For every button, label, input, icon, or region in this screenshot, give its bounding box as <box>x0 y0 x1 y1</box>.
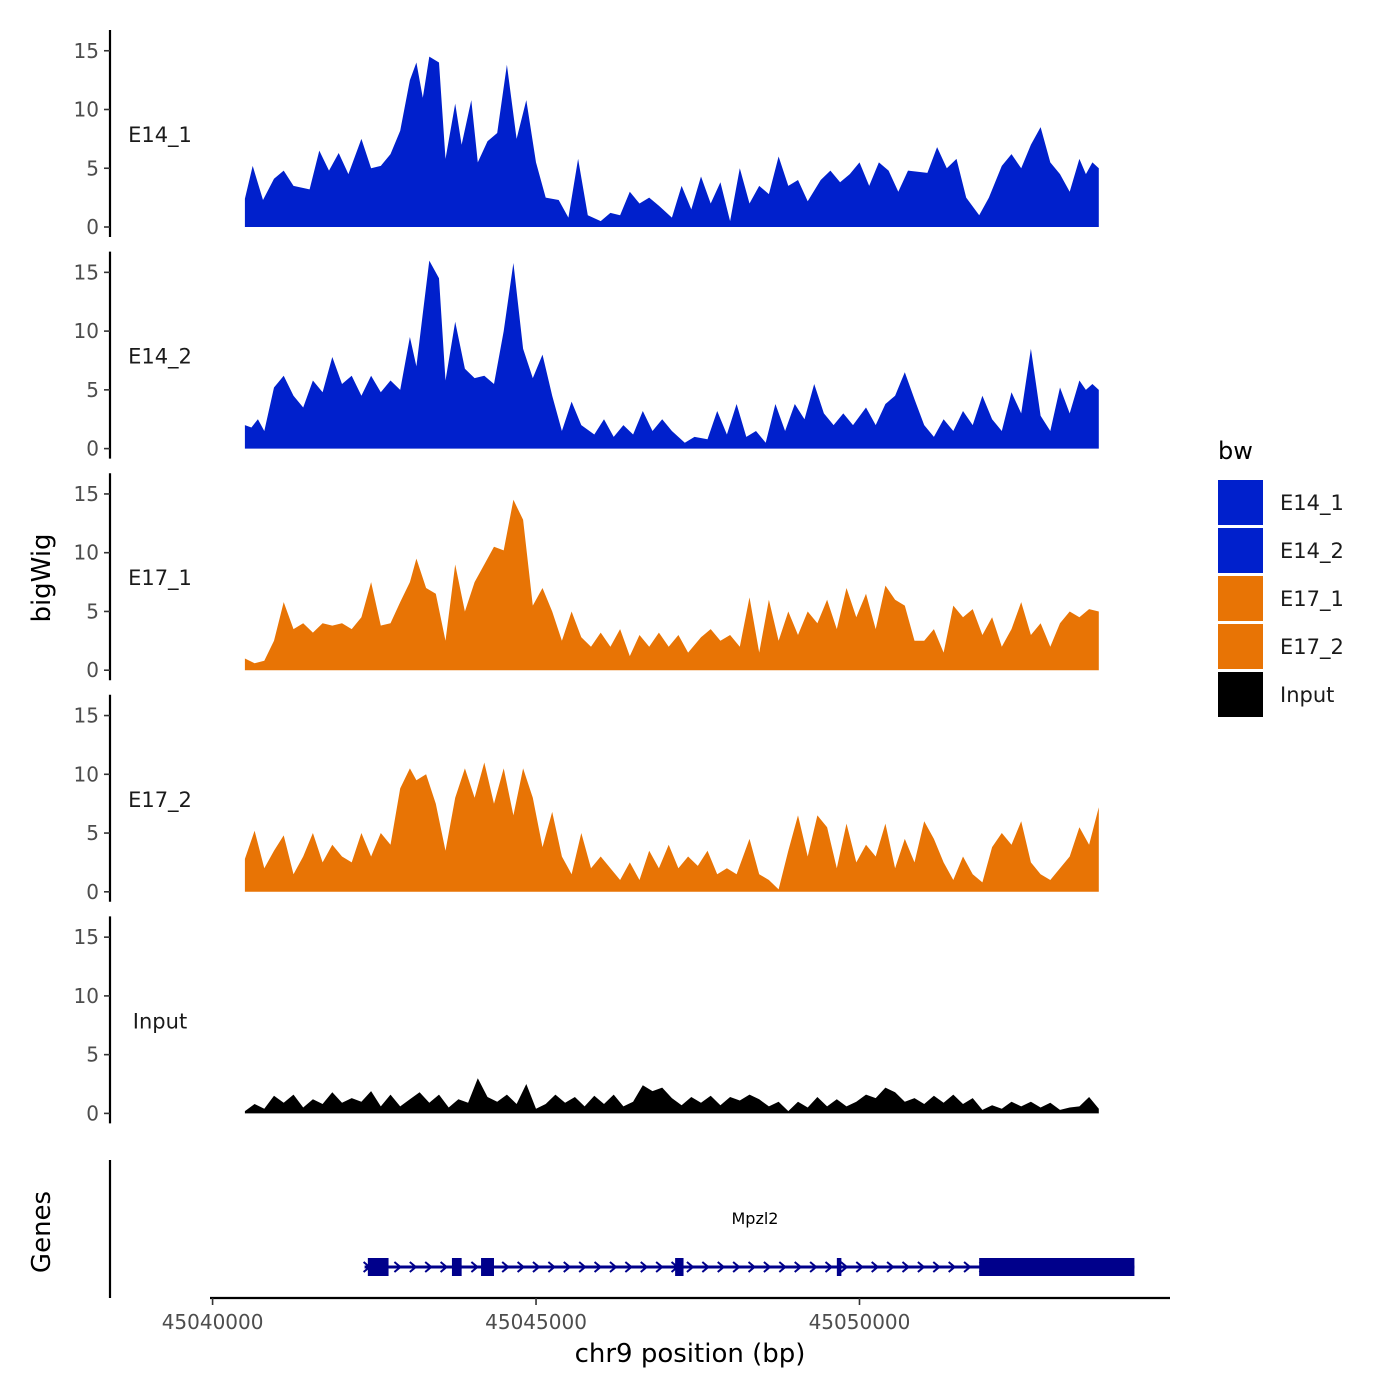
strand-arrow <box>917 1261 926 1273</box>
y-tick-label: 5 <box>86 599 99 623</box>
strand-arrow <box>393 1261 402 1273</box>
y-tick-label: 5 <box>86 378 99 402</box>
y-tick-label: 0 <box>86 215 99 239</box>
y-tick-label: 0 <box>86 880 99 904</box>
y-tick-label: 10 <box>74 98 99 122</box>
gene-exon <box>836 1258 842 1276</box>
area-e14-1 <box>244 56 1099 227</box>
x-axis-title: chr9 position (bp) <box>575 1339 806 1369</box>
tracks-layer: 0 5 10 15 E14_1 0 5 10 15 E14_2 0 5 10 15 E17_1 0 5 10 15 E… <box>74 30 1099 1125</box>
legend-label-e14-1: E14_1 <box>1280 491 1344 516</box>
y-axis-title: bigWig <box>27 533 57 622</box>
strand-arrow <box>871 1261 880 1273</box>
x-axis: 45040000 45045000 45050000 <box>162 1296 1170 1334</box>
y-tick-label: 10 <box>74 541 99 565</box>
strand-arrow <box>547 1261 556 1273</box>
legend-key-e17-1 <box>1218 576 1263 621</box>
strand-arrow <box>763 1261 772 1273</box>
x-tick-label: 45040000 <box>162 1310 264 1334</box>
strand-arrow <box>732 1261 741 1273</box>
genes-axis-title: Genes <box>27 1191 57 1273</box>
strand-arrow <box>778 1261 787 1273</box>
strand-arrow <box>516 1261 526 1273</box>
track-label-e14-2: E14_2 <box>128 345 192 370</box>
strand-arrow <box>563 1261 572 1273</box>
track-label-e17-2: E17_2 <box>128 788 192 813</box>
legend-key-e14-2 <box>1218 528 1263 573</box>
y-tick-label: 15 <box>74 482 99 506</box>
strand-arrow <box>501 1261 510 1273</box>
legend-label-e14-2: E14_2 <box>1280 539 1344 564</box>
strand-arrow <box>932 1261 941 1273</box>
strand-arrow <box>963 1261 972 1273</box>
gene-exon <box>979 1258 1135 1276</box>
strand-arrow <box>747 1261 757 1273</box>
track-e17-1: 0 5 10 15 E17_1 <box>74 473 1099 682</box>
x-tick-label: 45045000 <box>485 1310 587 1334</box>
strand-arrow <box>409 1261 418 1273</box>
gene-name-label: Mpzl2 <box>732 1209 779 1228</box>
y-tick-label: 5 <box>86 1043 99 1067</box>
strand-arrow <box>886 1261 895 1273</box>
strand-arrow <box>701 1261 710 1273</box>
track-e14-1: 0 5 10 15 E14_1 <box>74 30 1099 239</box>
strand-arrow <box>578 1261 587 1273</box>
area-input <box>244 1078 1099 1114</box>
gene-exon <box>675 1258 684 1276</box>
legend-title: bw <box>1218 437 1253 465</box>
y-tick-label: 10 <box>74 762 99 786</box>
strand-arrow <box>532 1261 541 1273</box>
legend-label-e17-1: E17_1 <box>1280 587 1344 612</box>
strand-arrow <box>686 1261 695 1273</box>
x-tick-label: 45050000 <box>809 1310 911 1334</box>
y-tick-label: 10 <box>74 319 99 343</box>
strand-arrow <box>470 1261 479 1273</box>
strand-arrow <box>901 1261 911 1273</box>
y-tick-label: 10 <box>74 984 99 1008</box>
y-tick-label: 15 <box>74 925 99 949</box>
strand-arrow <box>855 1261 864 1273</box>
strand-arrow <box>640 1261 649 1273</box>
gene-exon <box>367 1258 389 1276</box>
y-tick-label: 15 <box>74 704 99 728</box>
legend-key-e17-2 <box>1218 624 1263 669</box>
legend-label-input: Input <box>1280 683 1334 707</box>
track-e17-2: 0 5 10 15 E17_2 <box>74 694 1099 904</box>
y-tick-label: 15 <box>74 260 99 284</box>
y-tick-label: 15 <box>74 39 99 63</box>
strand-arrow <box>794 1261 803 1273</box>
y-tick-label: 5 <box>86 156 99 180</box>
area-e14-2 <box>244 260 1099 449</box>
track-input: 0 5 10 15 Input <box>74 916 1099 1125</box>
track-label-e14-1: E14_1 <box>128 123 192 148</box>
strand-arrow <box>717 1261 726 1273</box>
gene-track: Mpzl2 <box>108 1160 1135 1298</box>
strand-arrow <box>439 1261 449 1273</box>
legend-label-e17-2: E17_2 <box>1280 635 1344 660</box>
track-label-e17-1: E17_1 <box>128 566 192 591</box>
area-e17-1 <box>244 499 1099 671</box>
legend-key-input <box>1218 672 1263 717</box>
strand-arrow <box>624 1261 633 1273</box>
strand-arrow <box>655 1261 664 1273</box>
strand-arrow <box>609 1261 618 1273</box>
gene-exon <box>451 1258 462 1276</box>
strand-arrow <box>593 1261 603 1273</box>
strand-arrow <box>840 1261 849 1273</box>
legend: bw E14_1 E14_2 E17_1 E17_2 Input <box>1218 437 1344 717</box>
y-tick-label: 5 <box>86 821 99 845</box>
track-e14-2: 0 5 10 15 E14_2 <box>74 251 1099 461</box>
strand-arrow <box>824 1261 834 1273</box>
area-e17-2 <box>244 762 1099 892</box>
y-tick-label: 0 <box>86 437 99 461</box>
legend-key-e14-1 <box>1218 480 1263 525</box>
strand-arrow <box>948 1261 957 1273</box>
y-tick-label: 0 <box>86 658 99 682</box>
gene-exon <box>481 1258 494 1276</box>
track-label-input: Input <box>133 1009 187 1033</box>
y-tick-label: 0 <box>86 1101 99 1125</box>
strand-arrow <box>809 1261 818 1273</box>
strand-arrow <box>424 1261 433 1273</box>
